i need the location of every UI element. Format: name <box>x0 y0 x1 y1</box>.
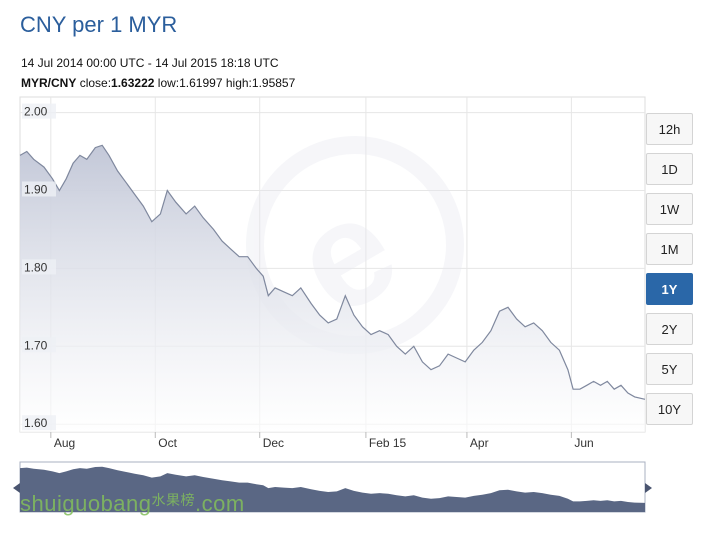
date-range: 14 Jul 2014 00:00 UTC - 14 Jul 2015 18:1… <box>21 56 279 70</box>
period-button-1d[interactable]: 1D <box>646 153 693 185</box>
period-button-1w[interactable]: 1W <box>646 193 693 225</box>
period-button-10y[interactable]: 10Y <box>646 393 693 425</box>
x-tick-label: Apr <box>470 436 489 450</box>
navigator-left-handle-icon[interactable] <box>13 483 20 493</box>
y-tick-label-bg <box>22 181 56 197</box>
close-value: 1.63222 <box>111 76 155 90</box>
period-button-5y[interactable]: 5Y <box>646 353 693 385</box>
y-tick-label: 1.70 <box>24 338 48 352</box>
page-title: CNY per 1 MYR <box>20 12 178 37</box>
series-area <box>20 145 645 433</box>
x-tick-label: Feb 15 <box>369 436 407 450</box>
y-tick-label: 1.80 <box>24 260 48 274</box>
y-tick-label-bg <box>22 415 56 431</box>
period-button-12h[interactable]: 12h <box>646 113 693 145</box>
y-tick-label: 1.60 <box>24 416 48 430</box>
period-button-1m[interactable]: 1M <box>646 233 693 265</box>
series-line <box>19 144 646 400</box>
low-label: low: <box>157 76 180 90</box>
x-tick-label: Jun <box>574 436 593 450</box>
y-tick-label-bg <box>22 337 56 353</box>
pair-label: MYR/CNY <box>21 76 77 90</box>
y-tick-label: 1.90 <box>24 182 48 196</box>
high-value: 1.95857 <box>251 76 296 90</box>
close-label: close: <box>79 76 112 90</box>
x-tick-label: Dec <box>263 436 284 450</box>
period-button-2y[interactable]: 2Y <box>646 313 693 345</box>
period-button-1y[interactable]: 1Y <box>646 273 693 305</box>
rate-stats: MYR/CNY close:1.63222 low:1.61997 high:1… <box>21 76 295 90</box>
high-label: high: <box>225 76 252 90</box>
navigator-right-handle-icon[interactable] <box>645 483 652 493</box>
low-value: 1.61997 <box>179 76 223 90</box>
x-tick-label: Oct <box>158 436 177 450</box>
y-tick-label: 2.00 <box>24 105 48 119</box>
y-tick-label-bg <box>22 103 56 119</box>
x-tick-label: Aug <box>54 436 75 450</box>
navigator-area <box>20 466 645 512</box>
y-tick-label-bg <box>22 259 56 275</box>
